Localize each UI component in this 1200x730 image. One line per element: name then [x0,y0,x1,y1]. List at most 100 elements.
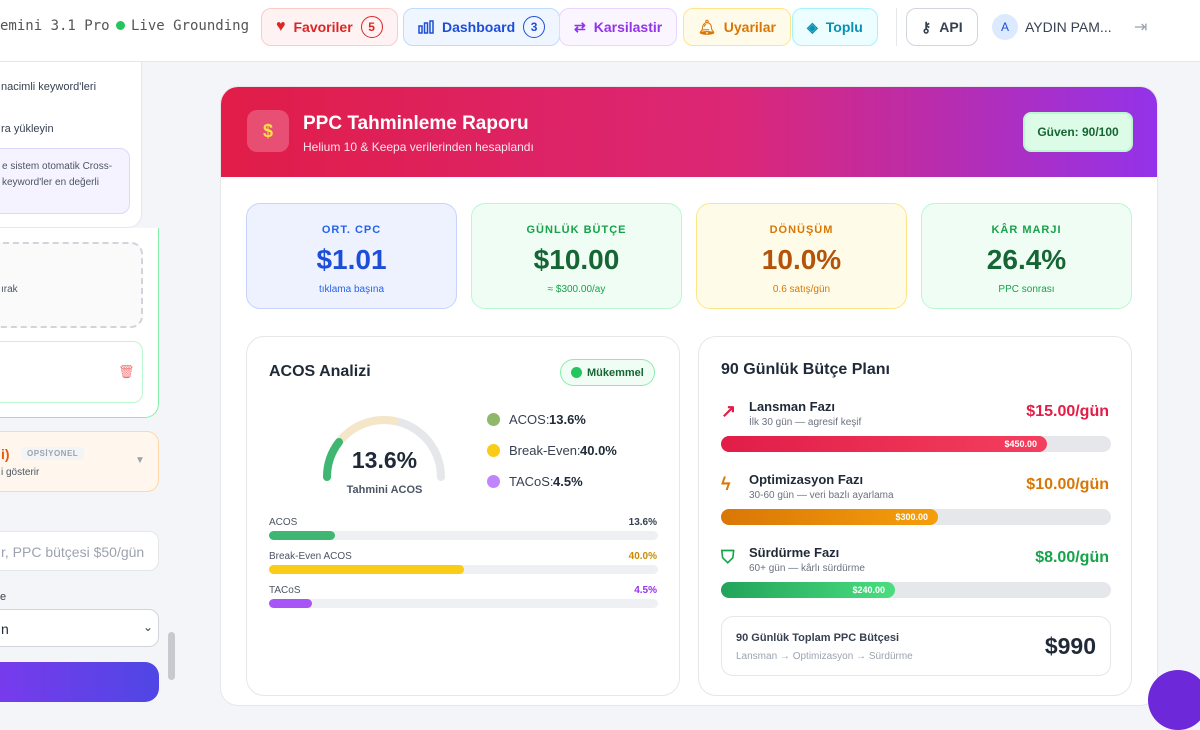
field-label: e [0,591,7,603]
api-button[interactable]: ⚷ API [906,8,978,46]
legend-name: Break-Even: [509,443,581,458]
chevron: ⌄ [143,620,154,634]
label: Dashboard [442,19,516,35]
stat-card: GÜNLÜK BÜTÇE $10.00 ≈ $300.00/ay [471,203,682,309]
stat-label: ORT. CPC [321,224,382,236]
model-label: emini 3.1 Pro [0,18,110,34]
user-name[interactable]: AYDIN PAM... [1025,19,1112,35]
text: nacimli keyword'leri [1,81,97,93]
dropzone[interactable]: ırak [0,242,143,328]
phase-fill: $300.00 [721,509,938,525]
panel-title: 90 Günlük Bütçe Planı [721,361,890,378]
optional-section[interactable]: i) OPSİYONEL i gösterir ▼ [0,431,159,492]
legend-name: ACOS: [509,412,550,427]
label: Toplu [825,19,863,35]
panel-title: ACOS Analizi [269,363,371,380]
icon [418,20,434,34]
phase-name: Sürdürme Fazı [749,545,840,560]
favorites-button[interactable]: ♥ Favoriler 5 [261,8,398,46]
compare-button[interactable]: ⇄ Karsilastir [559,8,678,46]
info-note: e sistem otomatik Cross-keyword'ler en d… [0,148,130,214]
chat-button[interactable] [1148,670,1200,730]
stat-sub: tıklama başına [318,284,385,295]
bar-label: TACoS [269,585,301,596]
phase-track: $450.00 [721,436,1111,452]
bar-track [269,565,658,574]
stat-value: $10.00 [533,244,620,275]
stat-value: 10.0% [761,244,842,275]
phase-rate: $8.00/gün [1035,549,1109,566]
logout-icon[interactable]: ⇥ [1134,19,1148,36]
text: ırak [1,284,18,295]
separator [896,8,897,46]
bar-value: 4.5% [634,585,657,596]
legend-dot [487,444,500,457]
report-header: $ PPC Tahminleme Raporu Helium 10 & Keep… [221,87,1157,177]
bar-fill [269,531,335,540]
phase-desc: 30-60 gün — veri bazlı ayarlama [749,490,894,501]
stat-value: 26.4% [986,244,1067,275]
bar-fill [269,565,464,574]
stat-sub: PPC sonrası [998,284,1055,295]
gauge-fill [323,438,343,481]
legend-dot [487,475,500,488]
alerts-button[interactable]: 🔔︎ Uyarilar [683,8,791,46]
label: Uyarilar [723,19,776,35]
status-dot [116,21,125,30]
stat-label: DÖNÜŞÜM [769,224,834,236]
chevron: ▼ [135,455,145,466]
text: ra yükleyin [1,123,54,135]
value: n [1,621,9,637]
legend-value: 13.6% [549,412,586,427]
bar-value: 40.0% [628,551,657,562]
total-value: $990 [1044,633,1096,659]
title: i) [1,446,10,462]
text-input[interactable]: r, PPC bütçesi $50/gün [0,531,159,571]
submit-button[interactable] [0,662,159,702]
label: API [939,19,963,35]
label: Favoriler [293,19,353,35]
count: 5 [360,16,383,38]
gauge-label: Tahmini ACOS [346,484,423,496]
phase-rate: $15.00/gün [1026,403,1109,420]
stat-card: KÂR MARJI 26.4% PPC sonrası [921,203,1132,309]
avatar[interactable]: A [992,14,1018,40]
stat-sub: 0.6 satış/gün [772,284,831,295]
stat-label: GÜNLÜK BÜTÇE [526,224,627,236]
legend-value: 40.0% [580,443,617,458]
total-label: 90 Günlük Toplam PPC Bütçesi [736,632,899,644]
subtitle: i gösterir [1,467,40,478]
file-item: 🗑︎ [0,341,143,403]
dot [571,367,582,378]
stat-card: ORT. CPC $1.01 tıklama başına [246,203,457,309]
phase-desc: İlk 30 gün — agresif keşif [749,417,862,428]
bar-fill [269,599,312,608]
dashboard-button[interactable]: Dashboard 3 [403,8,561,46]
upload-section: ırak 🗑︎ [0,228,159,418]
legend-value: 4.5% [553,474,583,489]
stat-card: DÖNÜŞÜM 10.0% 0.6 satış/gün [696,203,907,309]
total-box: 90 Günlük Toplam PPC Bütçesi Lansman → O… [721,616,1111,676]
gauge-value: 13.6% [351,447,418,473]
stat-value: $1.01 [316,244,387,275]
phase-name: Optimizasyon Fazı [749,472,864,487]
bulk-button[interactable]: ◈ Toplu [792,8,878,46]
money-icon: $ [247,110,289,152]
select[interactable]: n ⌄ [0,609,159,647]
phase-rate: $10.00/gün [1026,476,1109,493]
phase-track: $300.00 [721,509,1111,525]
label: Mükemmel [587,366,644,379]
legend-dot [487,413,500,426]
bar-label: Break-Even ACOS [269,551,352,562]
grounding-label: Live Grounding [131,18,250,34]
status-badge: Mükemmel [560,359,655,386]
stat-label: KÂR MARJI [991,224,1062,236]
acos-panel: ACOS Analizi Mükemmel 13.6% Tahmini ACOS… [246,336,680,696]
delete-icon[interactable]: 🗑︎ [118,364,135,379]
bar-value: 13.6% [628,517,657,528]
phase-icon: ⛉ [721,547,735,567]
title: PPC Tahminleme Raporu [303,113,529,134]
scrollbar [168,632,175,680]
phase-name: Lansman Fazı [749,399,835,414]
